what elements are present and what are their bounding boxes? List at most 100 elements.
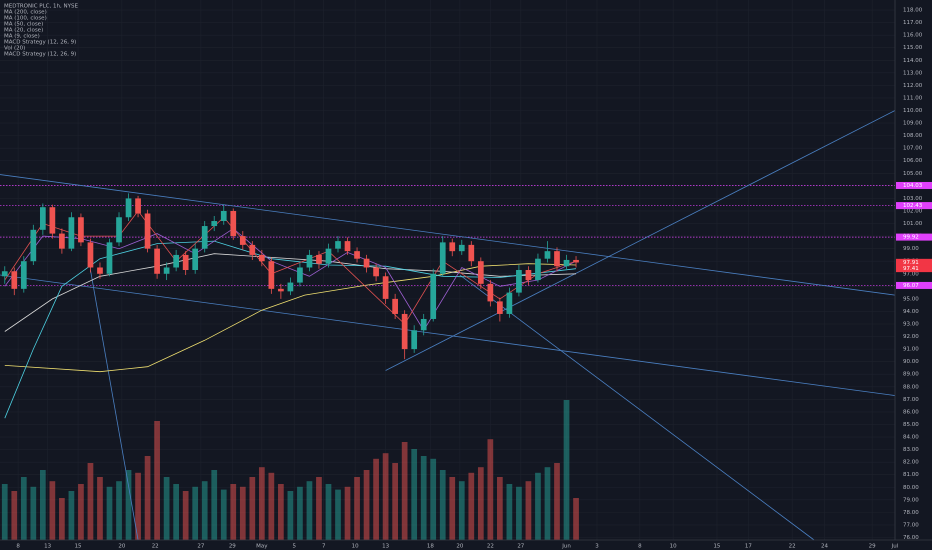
legend: MEDTRONIC PLC, 1h, NYSE MA (200, close)M… — [4, 4, 78, 58]
candle-body — [487, 283, 494, 302]
candles — [1, 193, 579, 360]
y-tick-label: 108.00 — [903, 133, 923, 139]
level-label: 104.03 — [903, 183, 923, 189]
candle-body — [411, 330, 418, 350]
price-badge-label: 97.91 — [903, 260, 919, 266]
candle-body — [239, 236, 246, 245]
y-tick-label: 89.00 — [903, 372, 919, 378]
candle-body — [39, 207, 46, 230]
y-tick-label: 106.00 — [903, 158, 923, 164]
x-tick-label: 18 — [427, 544, 434, 550]
y-tick-label: 90.00 — [903, 359, 919, 365]
legend-entry: MACD Strategy (12, 26, 9) — [4, 52, 76, 58]
x-tick-label: 29 — [229, 544, 236, 550]
volume-bar — [11, 491, 18, 540]
candle-body — [278, 288, 284, 292]
candle-body — [163, 267, 170, 274]
volume-bar — [106, 486, 113, 540]
candle-body — [125, 198, 132, 218]
volume-bar — [268, 472, 275, 540]
candle-body — [306, 254, 313, 268]
candle-body — [173, 254, 179, 268]
y-tick-label: 85.00 — [903, 422, 919, 428]
volume-bar — [49, 481, 56, 540]
candle-body — [97, 267, 103, 274]
volume-bar — [59, 498, 65, 540]
x-tick-label: 8 — [16, 544, 20, 550]
volume-bar — [39, 470, 46, 540]
y-tick-label: 84.00 — [903, 435, 919, 441]
candle-body — [477, 261, 484, 284]
volume-bar — [258, 467, 265, 540]
volume-bar — [201, 481, 208, 540]
trend-line — [385, 110, 896, 371]
candle-body — [458, 244, 465, 252]
candle-body — [392, 298, 398, 314]
candle-body — [554, 251, 560, 267]
y-tick-label: 80.00 — [903, 485, 919, 491]
volume-bar — [163, 477, 170, 540]
y-tick-label: 112.00 — [903, 83, 923, 89]
candle-body — [401, 313, 408, 350]
level-label: 102.43 — [903, 203, 923, 209]
volume-bar — [335, 489, 341, 540]
y-tick-label: 105.00 — [903, 171, 923, 177]
x-tick-label: 13 — [44, 544, 51, 550]
x-tick-label: 3 — [595, 544, 599, 550]
trend-line — [90, 269, 139, 541]
candle-body — [439, 242, 446, 274]
x-tick-label: 29 — [869, 544, 876, 550]
y-tick-label: 111.00 — [903, 95, 923, 101]
volume-bar — [192, 486, 199, 540]
volume-bar — [1, 484, 8, 540]
candle-body — [154, 248, 160, 274]
x-tick-label: 5 — [292, 544, 296, 550]
candle-body — [544, 251, 551, 259]
candle-body — [344, 241, 351, 252]
volume-bar — [458, 481, 465, 540]
legend-entry: MA (100, close) — [4, 16, 47, 22]
trend-line — [0, 274, 896, 396]
candle-body — [525, 270, 532, 281]
y-tick-label: 99.00 — [903, 246, 919, 252]
price-badge — [896, 258, 932, 266]
candle-body — [68, 217, 75, 249]
x-tick-label: 20 — [118, 544, 125, 550]
volume-bar — [173, 484, 179, 540]
y-tick-label: 77.00 — [903, 522, 919, 528]
volume-bar — [297, 486, 303, 540]
candle-body — [106, 242, 113, 274]
volume-bar — [401, 442, 408, 540]
y-tick-label: 93.00 — [903, 322, 919, 328]
level-badge — [896, 281, 932, 289]
y-tick-label: 95.00 — [903, 296, 919, 302]
candle-body — [144, 213, 151, 249]
candle-body — [506, 292, 513, 314]
candle-body — [297, 267, 303, 283]
volume-bar — [20, 477, 27, 540]
candle-body — [220, 210, 227, 222]
y-tick-label: 110.00 — [903, 108, 923, 114]
y-tick-label: 81.00 — [903, 472, 919, 478]
volume-bar — [68, 491, 75, 540]
y-tick-label: 76.00 — [903, 535, 919, 541]
volume-bar — [363, 470, 370, 540]
volume-bar — [116, 481, 122, 540]
candle-body — [516, 270, 522, 293]
level-label: 96.07 — [903, 283, 919, 289]
legend-entry: MA (20, close) — [4, 28, 43, 34]
volume-bar — [278, 484, 284, 540]
volume-bar — [563, 400, 570, 540]
y-tick-label: 79.00 — [903, 497, 919, 503]
x-tick-label: 22 — [152, 544, 159, 550]
overlay — [0, 110, 896, 541]
y-tick-label: 103.00 — [903, 196, 923, 202]
legend-entry: MACD Strategy (12, 26, 9) — [4, 40, 76, 46]
candle-body — [87, 242, 94, 268]
legend-entry: MA (50, close) — [4, 22, 43, 28]
volume-bar — [211, 470, 218, 540]
legend-entry: MA (9, close) — [4, 34, 40, 40]
volume-bar — [506, 484, 513, 540]
